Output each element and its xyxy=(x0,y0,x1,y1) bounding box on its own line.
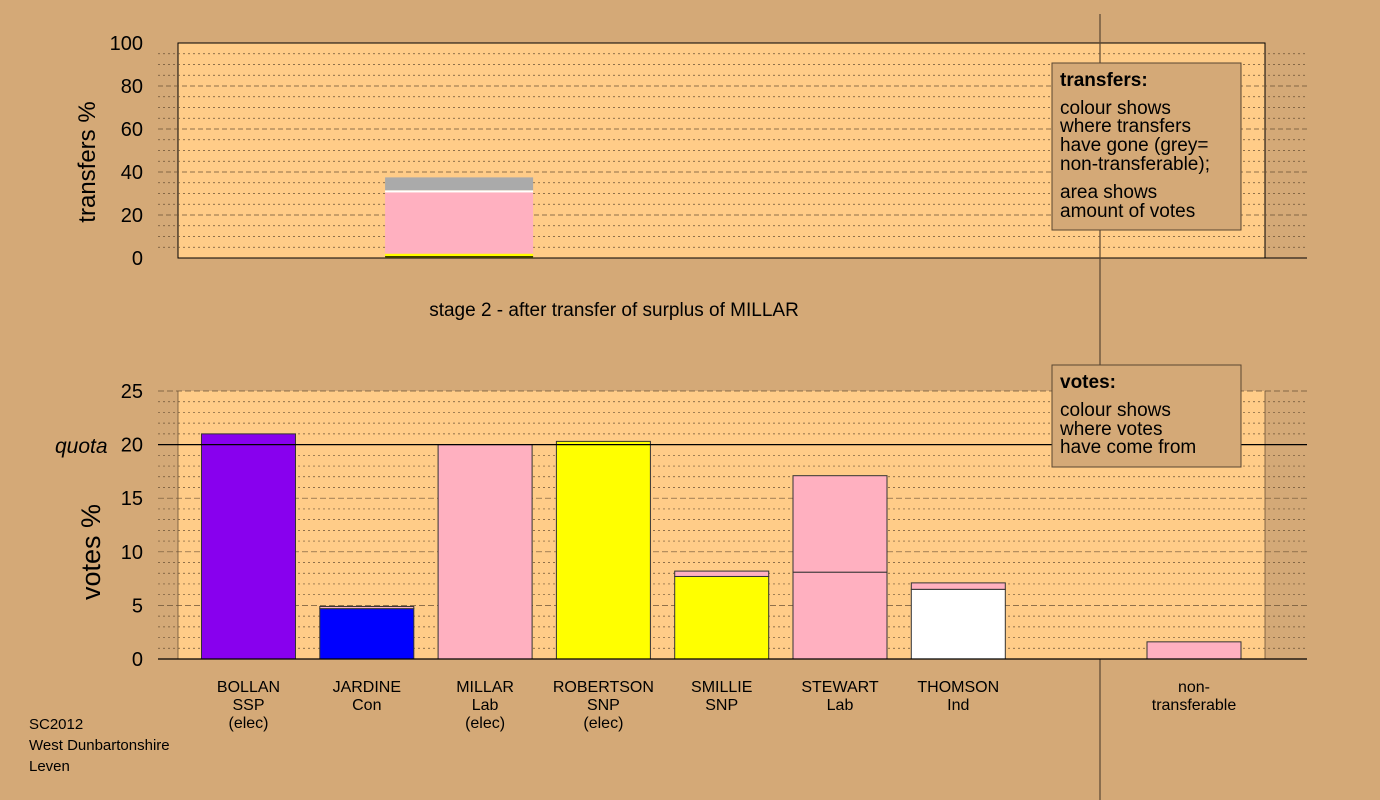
candidate-label: MILLAR xyxy=(456,679,514,696)
transfers-legend-line: amount of votes xyxy=(1060,201,1195,222)
vote-bar-segment xyxy=(674,575,770,660)
transfers-legend-line: area shows xyxy=(1060,182,1157,203)
votes-bars xyxy=(158,433,1307,660)
vote-bar-segment xyxy=(201,433,296,660)
votes-legend-box xyxy=(1051,364,1242,468)
candidate-label: SSP xyxy=(232,697,264,714)
votes-y-ticks: 0 5 10 15 20 25 xyxy=(121,381,143,671)
vote-bar-segment xyxy=(792,475,888,573)
transfer-segment xyxy=(385,253,534,258)
stage-subtitle: stage 2 - after transfer of surplus of M… xyxy=(429,300,799,321)
candidate-label: Lab xyxy=(472,697,499,714)
transfer-segment xyxy=(385,192,534,254)
y-tick-label: 0 xyxy=(132,248,143,270)
votes-legend-line: colour shows xyxy=(1060,400,1171,421)
votes-legend-line: have come from xyxy=(1060,437,1196,458)
vote-bar-segment xyxy=(910,582,1006,590)
y-tick-label: 10 xyxy=(121,542,143,564)
votes-legend: votes: colour shows where votes have com… xyxy=(1051,364,1242,468)
y-tick-label: 20 xyxy=(121,435,143,457)
y-tick-label: 20 xyxy=(121,205,143,227)
candidate-label: THOMSON xyxy=(917,679,999,696)
candidate-label: SMILLIE xyxy=(691,679,752,696)
vote-bar-segment xyxy=(910,588,1006,660)
transfers-y-axis-label: transfers % xyxy=(74,101,101,222)
vote-bar-segment xyxy=(792,571,888,660)
y-tick-label: 0 xyxy=(132,649,143,671)
candidate-label: Con xyxy=(352,697,381,714)
candidate-label: SNP xyxy=(705,697,738,714)
y-tick-label: 5 xyxy=(132,595,143,617)
transfers-y-ticks: 0 20 40 60 80 100 xyxy=(110,33,143,270)
candidate-label: transferable xyxy=(1152,697,1237,714)
transfers-grid xyxy=(158,53,1307,259)
transfer-segment xyxy=(385,190,534,193)
footer-line: SC2012 xyxy=(29,716,83,733)
footer-line: Leven xyxy=(29,758,70,775)
candidate-label: JARDINE xyxy=(333,679,401,696)
votes-legend-title: votes: xyxy=(1060,372,1116,393)
transfer-segment xyxy=(385,177,534,191)
candidate-label: STEWART xyxy=(801,679,879,696)
y-tick-label: 15 xyxy=(121,488,143,510)
y-tick-label: 25 xyxy=(121,381,143,403)
candidate-label: (elec) xyxy=(583,715,623,732)
footer-info: SC2012 West Dunbartonshire Leven xyxy=(29,716,170,775)
votes-x-labels: BOLLANSSP(elec)JARDINEConMILLARLab(elec)… xyxy=(217,679,1236,732)
transfers-legend-line: have gone (grey= xyxy=(1060,135,1208,156)
transfers-legend-line: non-transferable); xyxy=(1060,154,1210,175)
transfers-legend-line: colour shows xyxy=(1060,98,1171,119)
vote-bar-segment xyxy=(1146,641,1242,660)
candidate-label: Ind xyxy=(947,697,969,714)
transfers-legend-title: transfers: xyxy=(1060,70,1148,91)
vote-bar-segment xyxy=(555,440,651,660)
y-tick-label: 60 xyxy=(121,119,143,141)
vote-bar-segment xyxy=(674,570,770,577)
votes-legend-line: where votes xyxy=(1059,419,1162,440)
transfers-legend: transfers: colour shows where transfers … xyxy=(1051,62,1242,231)
candidate-label: (elec) xyxy=(465,715,505,732)
candidate-label: non- xyxy=(1178,679,1210,696)
vote-bar-segment xyxy=(437,444,533,660)
quota-label: quota xyxy=(55,435,108,458)
y-tick-label: 40 xyxy=(121,162,143,184)
candidate-label: (elec) xyxy=(228,715,268,732)
transfers-legend-box xyxy=(1051,62,1242,231)
candidate-label: Lab xyxy=(827,697,854,714)
y-tick-label: 80 xyxy=(121,76,143,98)
vote-bar-segment xyxy=(319,608,415,660)
candidate-label: ROBERTSON xyxy=(553,679,654,696)
candidate-label: BOLLAN xyxy=(217,679,280,696)
y-tick-label: 100 xyxy=(110,33,143,55)
footer-line: West Dunbartonshire xyxy=(29,737,170,754)
vote-bar-segment xyxy=(319,605,415,610)
votes-y-axis-label: votes % xyxy=(76,504,106,600)
candidate-label: SNP xyxy=(587,697,620,714)
transfers-legend-line: where transfers xyxy=(1059,116,1191,137)
transfers-bars xyxy=(385,177,534,258)
